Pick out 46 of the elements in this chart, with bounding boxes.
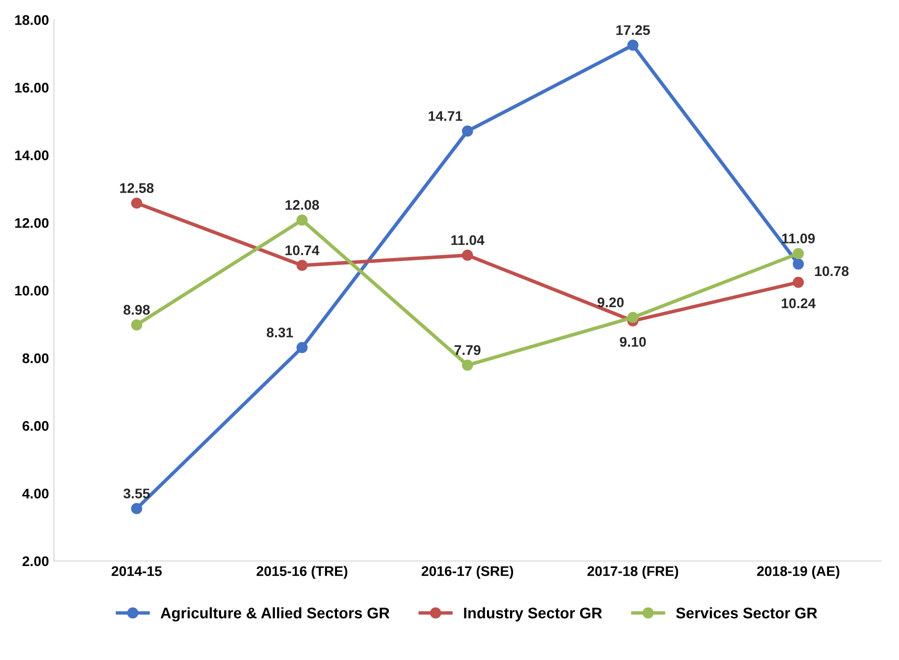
legend-label: Agriculture & Allied Sectors GR [160,607,390,622]
data-label: 3.55 [123,488,150,498]
y-tick-label: 6.00 [22,421,49,431]
y-tick-label: 2.00 [22,556,49,566]
y-tick-label: 10.00 [15,286,49,296]
point [792,276,804,288]
data-label: 17.25 [616,25,650,36]
point [131,503,142,514]
y-tick-label: 12.00 [15,218,49,228]
data-label: 10.78 [815,266,849,276]
data-label: 7.79 [454,345,480,355]
point [462,360,474,371]
data-label: 12.08 [286,200,320,210]
point [792,248,804,260]
data-label: 12.58 [120,183,154,193]
data-label: 8.31 [266,328,293,338]
x-tick-label: 2016-17 (SRE) [422,566,514,579]
x-tick-label: 2015-16 (TRE) [256,566,348,579]
legend-label: Industry Sector GR [464,607,602,622]
y-tick-label: 8.00 [22,353,49,364]
point [462,126,474,137]
point [462,250,474,261]
data-label: 8.98 [124,304,150,315]
x-tick-label: 2014-15 [112,566,162,576]
y-tick-label: 14.00 [15,150,49,160]
point [131,198,142,209]
point [296,214,308,226]
point [627,40,638,51]
data-label: 11.04 [451,235,484,246]
x-tick-label: 2018-19 (AE) [757,566,840,579]
point [792,258,804,270]
data-label: 10.24 [782,298,816,308]
point [627,312,638,324]
data-label: 9.20 [598,297,624,308]
point [296,342,308,354]
y-tick-label: 18.00 [15,15,49,25]
data-label: 11.09 [782,234,815,244]
data-label: 9.10 [620,336,646,347]
y-tick-label: 16.00 [15,82,49,93]
x-tick-label: 2017-18 (FRE) [587,566,678,579]
point [296,260,308,271]
data-label: 10.74 [286,245,320,256]
legend-label: Services Sector GR [676,607,818,618]
data-label: 14.71 [428,111,462,121]
point [131,319,142,330]
y-tick-label: 4.00 [22,488,49,499]
